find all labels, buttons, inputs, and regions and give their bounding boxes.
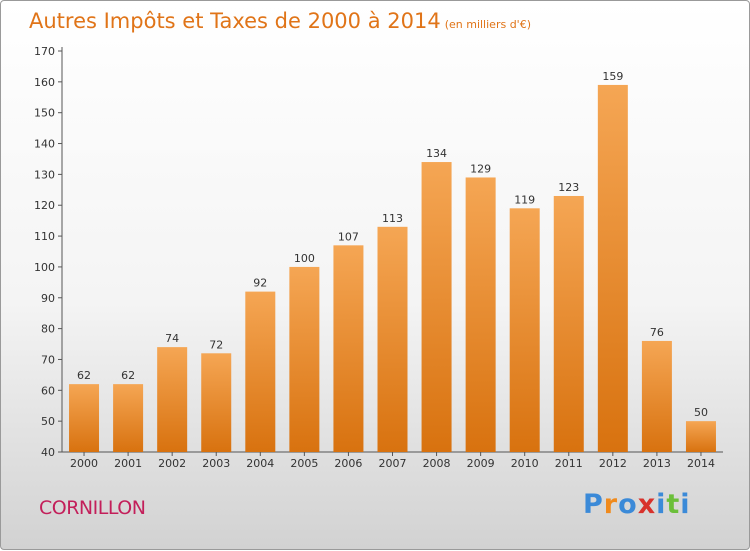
bar-value-label: 62 [121,369,135,382]
bar-value-label: 113 [382,212,403,225]
bar-value-label: 72 [209,338,223,351]
x-tick-label: 2012 [599,457,627,470]
bar-value-label: 100 [294,252,315,265]
x-tick-label: 2003 [202,457,230,470]
logo-letter: x [637,489,657,520]
bar [289,266,320,452]
x-tick-label: 2006 [334,457,362,470]
chart-unit-label: (en milliers d'€) [444,18,531,31]
x-tick-label: 2004 [246,457,274,470]
logo-letter: i [680,489,691,520]
chart-title-text: Autres Impôts et Taxes de 2000 à 2014 [29,9,441,33]
y-tick-label: 170 [34,45,55,58]
bar [245,291,276,452]
bar [685,421,716,452]
x-tick-label: 2011 [555,457,583,470]
bar [421,162,452,453]
bar-value-label: 50 [694,406,708,419]
bar-value-label: 76 [650,326,664,339]
bar [509,208,540,452]
proxiti-logo: Proxiti [583,489,691,520]
y-tick-label: 40 [41,446,55,459]
bar [465,177,496,452]
y-tick-label: 160 [34,76,55,89]
x-tick-label: 2009 [467,457,495,470]
x-tick-label: 2008 [423,457,451,470]
bar-value-label: 92 [253,277,267,290]
x-tick-label: 2001 [114,457,142,470]
logo-letter: o [618,489,638,520]
x-tick-label: 2005 [290,457,318,470]
y-tick-label: 90 [41,292,55,305]
bar-value-label: 62 [77,369,91,382]
logo-letter: r [603,489,619,520]
logo-letter: P [583,489,604,520]
bar-value-label: 134 [426,147,447,160]
bar [201,353,232,452]
y-tick-label: 130 [34,168,55,181]
y-tick-label: 70 [41,353,55,366]
y-tick-label: 80 [41,323,55,336]
logo-letter: t [666,489,681,520]
y-tick-label: 50 [41,415,55,428]
x-tick-label: 2000 [70,457,98,470]
y-tick-label: 120 [34,199,55,212]
bar [641,340,672,452]
logo-letter: i [656,489,667,520]
x-tick-label: 2010 [511,457,539,470]
bar-value-label: 119 [514,193,535,206]
x-tick-label: 2007 [379,457,407,470]
bar [157,347,188,452]
y-tick-label: 110 [34,230,55,243]
x-tick-label: 2013 [643,457,671,470]
chart-title: Autres Impôts et Taxes de 2000 à 2014 (en… [29,9,531,33]
bar [377,226,408,452]
bar-value-label: 74 [165,332,179,345]
y-tick-label: 150 [34,107,55,120]
y-tick-label: 140 [34,138,55,151]
bar [333,245,364,452]
bar [69,384,100,452]
bar [553,195,584,452]
bar [597,84,628,452]
y-tick-label: 100 [34,261,55,274]
y-tick-label: 60 [41,384,55,397]
bar [113,384,144,452]
bar-value-label: 107 [338,230,359,243]
x-tick-label: 2014 [687,457,715,470]
bar-value-label: 123 [558,181,579,194]
bar-value-label: 129 [470,162,491,175]
commune-name: CORNILLON [39,497,146,519]
bar-value-label: 159 [602,70,623,83]
x-tick-label: 2002 [158,457,186,470]
